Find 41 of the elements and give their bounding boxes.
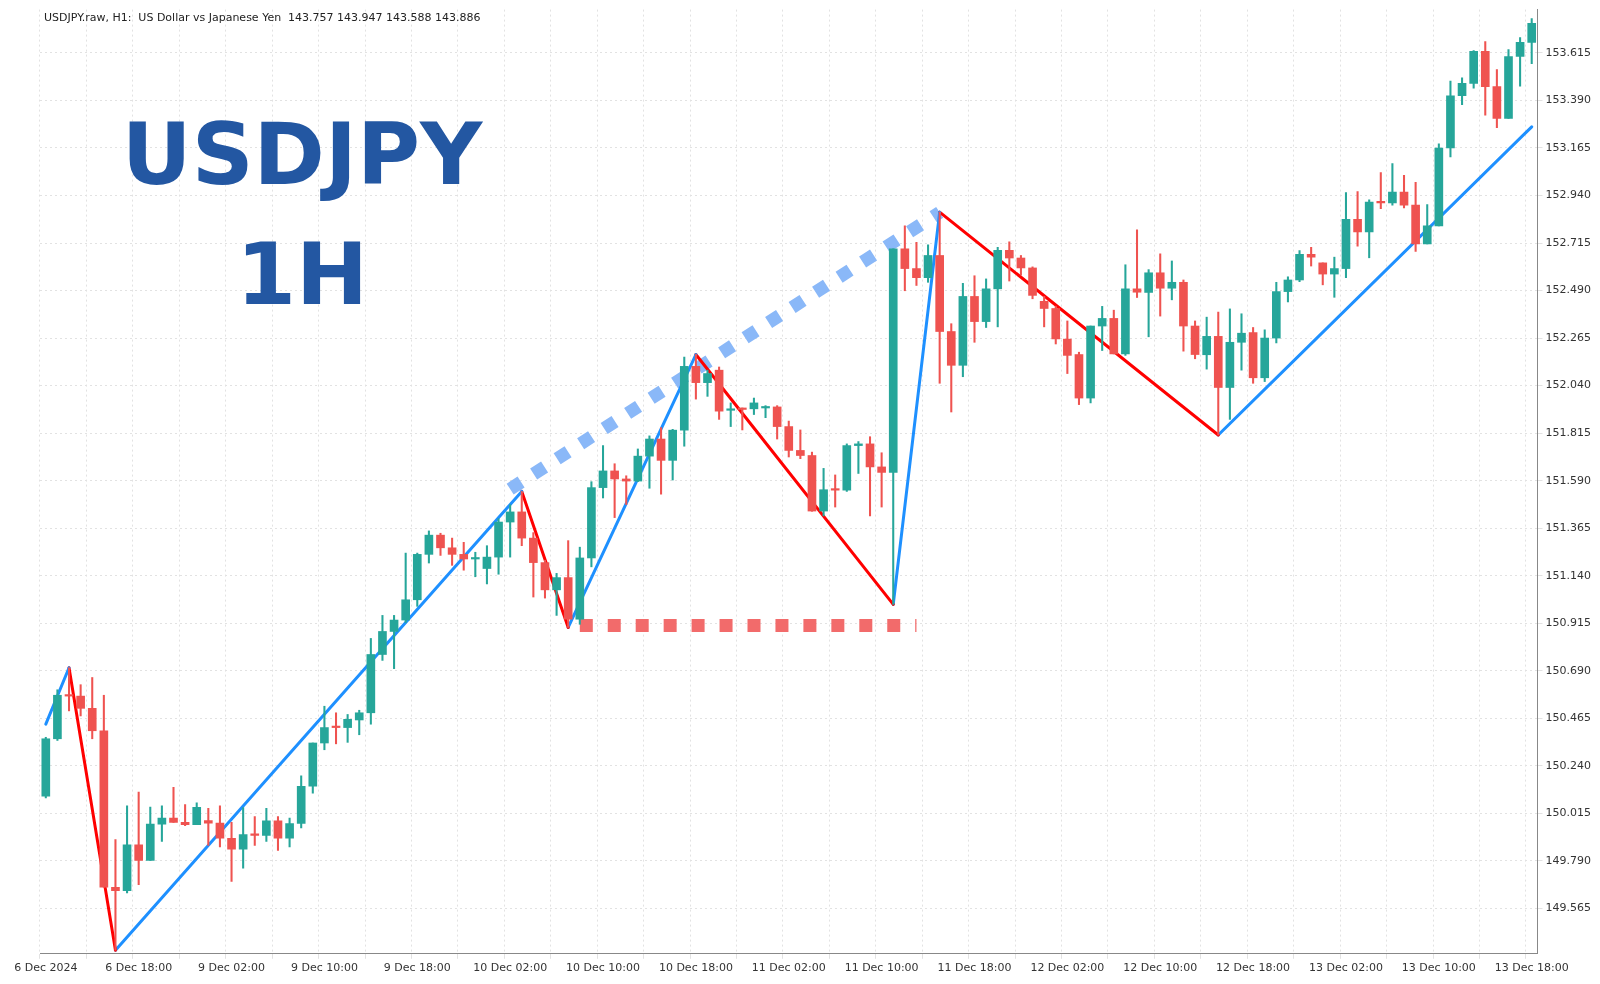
x-tick-label: 11 Dec 02:00: [751, 961, 826, 975]
y-tick-label: 152.265: [1545, 330, 1592, 344]
x-tick-label: 12 Dec 18:00: [1216, 961, 1291, 975]
y-tick-label: 152.040: [1545, 378, 1592, 392]
x-tick-label: 6 Dec 18:00: [105, 961, 173, 975]
y-tick-label: 150.465: [1545, 711, 1592, 725]
y-tick-label: 149.565: [1545, 901, 1592, 915]
y-tick-label: 152.490: [1545, 283, 1592, 297]
y-tick-label: 151.365: [1545, 521, 1592, 535]
x-tick-label: 11 Dec 10:00: [844, 961, 919, 975]
x-tick-label: 12 Dec 10:00: [1123, 961, 1198, 975]
x-tick-label: 6 Dec 2024: [14, 961, 78, 975]
y-tick-label: 149.790: [1545, 853, 1592, 867]
x-tick-label: 9 Dec 10:00: [290, 961, 358, 975]
y-tick-label: 151.140: [1545, 568, 1592, 582]
x-tick-label: 12 Dec 02:00: [1030, 961, 1105, 975]
y-tick-label: 151.590: [1545, 473, 1592, 487]
x-tick-label: 10 Dec 02:00: [473, 961, 548, 975]
candlestick: [726, 402, 736, 427]
y-tick-label: 150.015: [1545, 806, 1592, 820]
y-tick-label: 152.940: [1545, 188, 1592, 202]
x-tick-label: 11 Dec 18:00: [937, 961, 1012, 975]
annotation: USDJPY.raw, H1: US Dollar vs Japanese Yen 143.757 143.947 143.588 143.886: [44, 10, 481, 24]
text: USDJPY: [121, 103, 485, 204]
x-tick-label: 13 Dec 18:00: [1494, 961, 1569, 975]
x-tick-label: 9 Dec 18:00: [383, 961, 451, 975]
text: 1H: [236, 223, 368, 324]
x-tick-label: 10 Dec 18:00: [658, 961, 733, 975]
y-tick-label: 153.390: [1545, 93, 1592, 107]
y-tick-label: 153.615: [1545, 45, 1592, 59]
y-tick-label: 150.240: [1545, 758, 1592, 772]
x-tick-label: 10 Dec 10:00: [566, 961, 641, 975]
y-tick-label: 150.915: [1545, 616, 1592, 630]
y-tick-label: 151.815: [1545, 425, 1592, 439]
candlestick: [250, 816, 260, 846]
y-tick-label: 152.715: [1545, 235, 1592, 249]
x-tick-label: 13 Dec 10:00: [1401, 961, 1476, 975]
y-tick-label: 153.165: [1545, 140, 1592, 154]
y-tick-label: 150.690: [1545, 663, 1592, 677]
x-tick-label: 13 Dec 02:00: [1308, 961, 1383, 975]
x-tick-label: 9 Dec 02:00: [198, 961, 266, 975]
